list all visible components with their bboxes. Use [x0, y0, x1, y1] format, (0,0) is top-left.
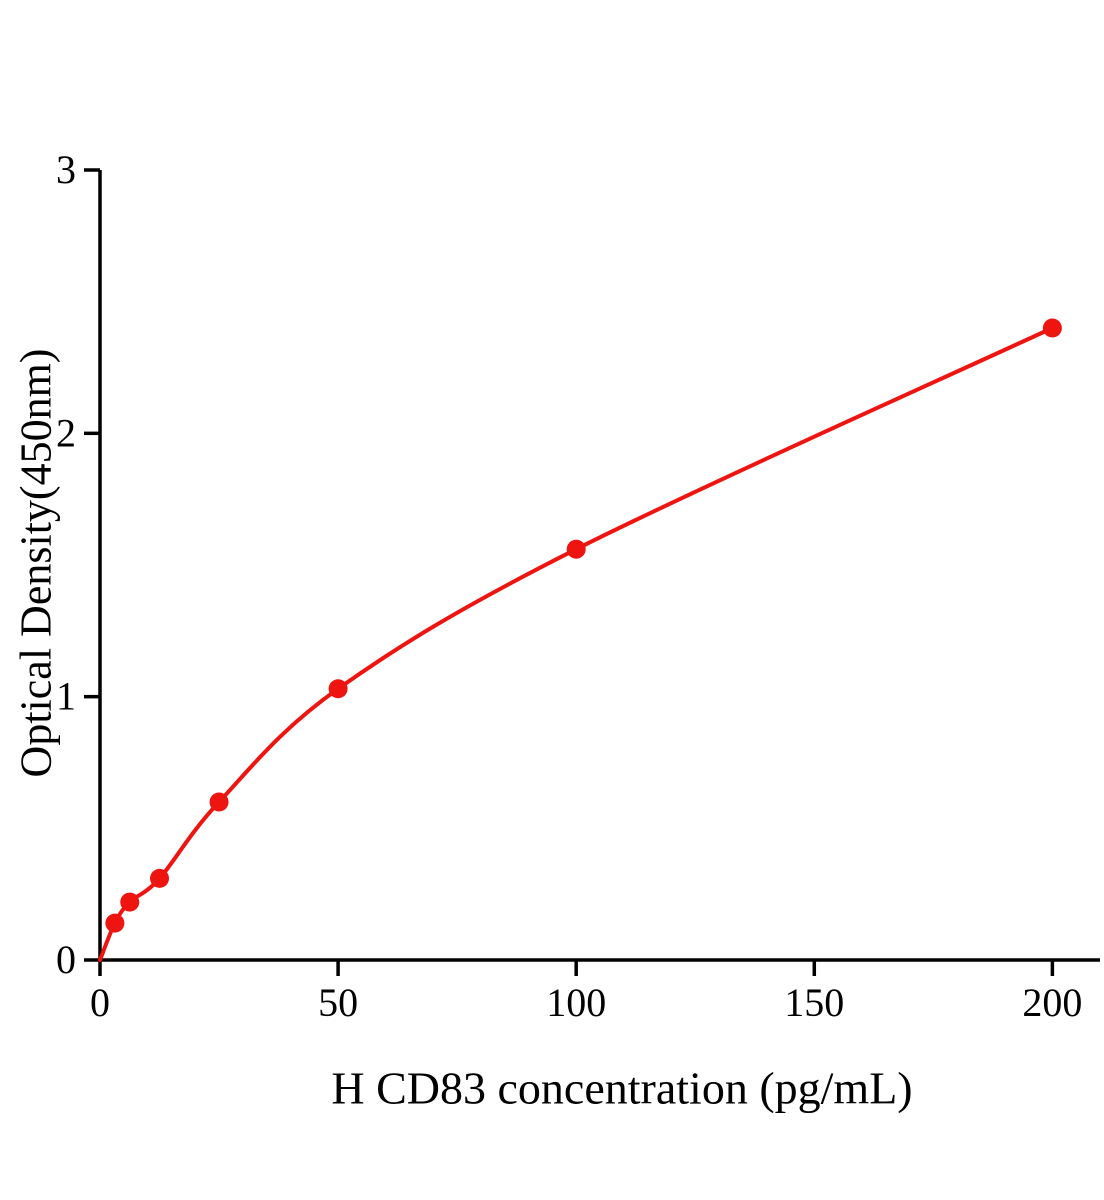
data-point	[566, 539, 586, 559]
y-tick-label: 2	[56, 410, 76, 455]
data-point	[120, 892, 140, 912]
x-axis-title: H CD83 concentration (pg/mL)	[331, 1062, 913, 1114]
data-point	[328, 679, 348, 699]
data-point	[105, 913, 125, 933]
y-tick-label: 3	[56, 147, 76, 192]
data-point	[209, 792, 229, 812]
x-tick-label: 50	[318, 980, 358, 1025]
x-tick-label: 150	[784, 980, 844, 1025]
x-tick-label: 100	[546, 980, 606, 1025]
data-point	[150, 868, 170, 888]
x-tick-label: 0	[90, 980, 110, 1025]
y-tick-label: 0	[56, 937, 76, 982]
x-tick-label: 200	[1022, 980, 1082, 1025]
y-axis-title: Optical Density(450nm)	[11, 348, 61, 778]
fit-curve	[98, 326, 1055, 962]
data-point	[1042, 318, 1062, 338]
y-tick-label: 1	[56, 674, 76, 719]
